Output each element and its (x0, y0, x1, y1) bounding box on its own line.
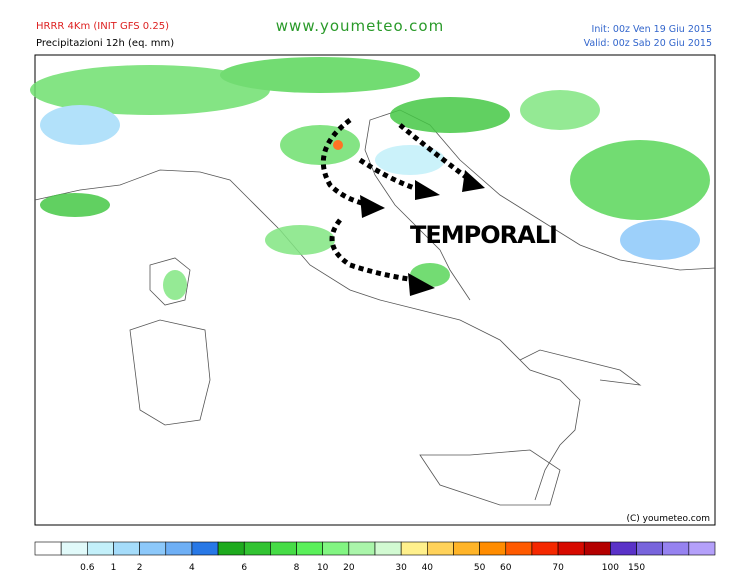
legend-box (113, 541, 140, 556)
legend-label: 4 (189, 563, 195, 573)
legend-box (583, 541, 611, 556)
legend-box (531, 541, 559, 556)
legend-label: 10 (317, 563, 329, 573)
legend-box (60, 541, 88, 556)
legend-label: 40 (422, 563, 434, 573)
legend-label: 0.6 (80, 563, 95, 573)
legend-label: 60 (500, 563, 512, 573)
legend-box (610, 541, 637, 556)
legend-label: 20 (343, 563, 355, 573)
legend-box (217, 541, 245, 556)
legend-box (427, 541, 454, 556)
legend-box (243, 541, 271, 556)
legend-box (374, 541, 402, 556)
credit: (C) youmeteo.com (626, 514, 710, 524)
legend-box (688, 541, 716, 556)
arrow-heads (360, 170, 485, 296)
legend-label: 50 (474, 563, 486, 573)
legend-box (34, 541, 62, 556)
legend-box (400, 541, 428, 556)
map-frame (34, 54, 716, 526)
legend-box (453, 541, 480, 556)
product-label: Precipitazioni 12h (eq. mm) (36, 38, 174, 49)
legend-box (505, 541, 533, 556)
legend-box (636, 541, 663, 556)
legend-label: 6 (241, 563, 247, 573)
valid-label: Valid: 00z Sab 20 Giu 2015 (584, 38, 712, 49)
legend-label: 8 (294, 563, 300, 573)
legend-label: 100 (602, 563, 619, 573)
storm-arrows (320, 118, 472, 283)
legend-box (662, 541, 690, 556)
legend-label: 2 (137, 563, 143, 573)
legend-box (165, 541, 193, 556)
legend-box (479, 541, 507, 556)
legend-box (322, 541, 350, 556)
legend-label: 30 (395, 563, 407, 573)
legend-box (191, 541, 219, 556)
legend-label: 1 (111, 563, 117, 573)
map-area: TEMPORALI (C) youmeteo.com (30, 54, 716, 526)
legend-label: 150 (628, 563, 645, 573)
legend-box (348, 541, 376, 556)
init-label: Init: 00z Ven 19 Giu 2015 (592, 24, 712, 35)
model-label: HRRR 4Km (INIT GFS 0.25) (36, 21, 169, 32)
legend-label: 70 (552, 563, 564, 573)
legend-box (296, 541, 323, 556)
site-label: www.youmeteo.com (276, 17, 444, 35)
legend-box (139, 541, 167, 556)
legend-box (87, 541, 114, 556)
legend-box (557, 541, 585, 556)
annotation: TEMPORALI (410, 221, 557, 249)
precipitation (30, 57, 710, 300)
legend: 0.6 1 2 4 6 8 10 20 30 40 50 60 70 100 150 (34, 541, 716, 573)
legend-box (270, 541, 297, 556)
